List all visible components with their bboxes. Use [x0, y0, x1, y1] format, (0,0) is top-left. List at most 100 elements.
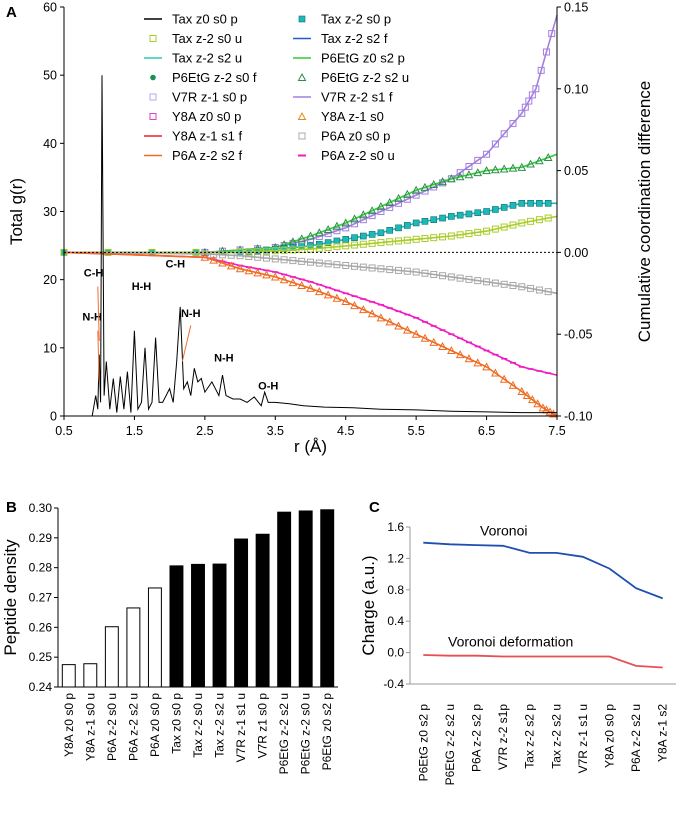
- panel-b-letter: B: [6, 499, 17, 516]
- legend-label: Y8A z-1 s1 f: [172, 129, 242, 144]
- ccd-point: [518, 109, 526, 117]
- c-y-tick-label: 1.2: [387, 551, 404, 565]
- ccd-point: [377, 239, 385, 247]
- ccd-series-line: [64, 153, 558, 254]
- ccd-point: [351, 234, 358, 241]
- ccd-point: [548, 30, 556, 38]
- ccd-point: [474, 156, 482, 164]
- gr-series-group: [64, 75, 557, 417]
- ccd-point: [341, 218, 351, 227]
- ccd-point: [521, 103, 529, 111]
- ccd-point: [332, 293, 342, 302]
- ccd-point: [420, 182, 430, 191]
- ccd-point: [307, 258, 314, 266]
- ccd-point: [289, 257, 297, 265]
- ccd-point: [200, 252, 210, 261]
- panel-c: C -0.4 0.0 0.4 0.8 1.2 1.6 Voronoi Voronoi defo…: [359, 499, 676, 785]
- legend-label: V7R z-1 s0 p: [172, 90, 247, 105]
- ccd-point: [491, 165, 500, 174]
- x-tick-label: 3.5: [267, 424, 284, 438]
- ccd-point: [297, 280, 307, 290]
- b-category-label: P6A z-2 s0 u: [105, 693, 119, 761]
- c-category-label: V7R z-1 s1 u: [576, 704, 590, 773]
- density-bar: [147, 587, 162, 688]
- ccd-point: [394, 321, 403, 330]
- ccd-point: [429, 337, 439, 346]
- peak-label: N-H: [214, 352, 234, 364]
- ccd-point: [306, 283, 315, 292]
- c-category-label: P6EtG z0 s2 p: [416, 704, 430, 782]
- ccd-point: [500, 204, 508, 211]
- ccd-point: [483, 208, 490, 215]
- ccd-point: [483, 227, 491, 235]
- ccd-point: [420, 333, 430, 342]
- ccd-point: [474, 228, 482, 236]
- ccd-point: [439, 272, 447, 280]
- ccd-point: [306, 231, 315, 240]
- ccd-point: [341, 296, 351, 305]
- ccd-point: [395, 199, 403, 207]
- ccd-point: [253, 268, 263, 277]
- ccd-point: [279, 275, 289, 284]
- ccd-point: [385, 317, 395, 326]
- ccd-point: [500, 280, 508, 288]
- ccd-point: [411, 329, 421, 338]
- b-category-label: Y8A z-1 s0 u: [83, 693, 97, 761]
- ccd-point: [456, 211, 464, 219]
- b-category-label: Tax z-2 s0 u: [191, 693, 205, 758]
- ccd-point: [509, 120, 517, 128]
- charge-series-line: [423, 654, 663, 669]
- ccd-point: [395, 224, 402, 232]
- legend-swatch: [297, 72, 307, 81]
- ccd-point: [500, 130, 508, 138]
- ccd-point: [333, 227, 341, 235]
- b-category-label: P6EtG z-2 s2 u: [277, 693, 291, 774]
- ccd-point: [447, 273, 455, 281]
- ccd-point: [350, 301, 359, 310]
- charge-series-line: [423, 541, 664, 600]
- legend-label: V7R z-2 s1 f: [321, 90, 393, 105]
- ccd-point: [509, 282, 517, 290]
- ccd-point: [518, 219, 526, 227]
- y-right-tick-label: 0.10: [564, 82, 588, 96]
- ccd-point: [254, 253, 262, 261]
- charge-line-chart: -0.4 0.0 0.4 0.8 1.2 1.6 Voronoi Voronoi deform…: [359, 520, 676, 785]
- y-right-axis-title: Cumulative coordination difference: [635, 81, 654, 342]
- ccd-point: [448, 213, 455, 220]
- legend-label: Tax z-2 s0 p: [321, 12, 391, 27]
- c-category-label: Tax z-2 s2 u: [549, 704, 563, 769]
- ccd-point: [421, 269, 429, 277]
- legend-label: P6EtG z-2 s2 u: [321, 70, 409, 85]
- ccd-point: [482, 362, 491, 371]
- ccd-point: [403, 236, 411, 244]
- b-y-tick-label: 0.29: [29, 531, 53, 545]
- panel-a: A 0.5 1.5 2.5 3.5 4.5 5.5 6.5 7.5 0 10 20 30 40 50 60 -…: [6, 1, 654, 457]
- x-tick-label: 2.5: [196, 424, 213, 438]
- legend-label: Tax z0 s0 p: [172, 12, 238, 27]
- ccd-point: [412, 235, 420, 243]
- x-axis-title: r (Å): [294, 437, 327, 456]
- ccd-point: [412, 268, 420, 276]
- ccd-point: [316, 240, 323, 248]
- y-right-tick-label: 0.15: [564, 1, 588, 15]
- c-category-label: Tax z-2 s2 p: [523, 704, 537, 769]
- ccd-point: [522, 390, 532, 400]
- ccd-point: [430, 216, 438, 223]
- ccd-point: [262, 254, 270, 262]
- ccd-point: [368, 239, 376, 247]
- legend-swatch: [149, 35, 157, 42]
- ccd-point: [289, 246, 297, 254]
- ccd-point: [307, 245, 314, 253]
- peptide-density-bar-chart: 0.24 0.25 0.26 0.27 0.28 0.29 0.30 Y8A z0 s0 p Y…: [1, 501, 338, 774]
- ccd-point: [447, 174, 456, 183]
- ccd-point: [549, 409, 558, 418]
- ccd-point: [528, 395, 537, 404]
- ccd-point: [465, 275, 473, 283]
- ccd-point: [474, 209, 482, 217]
- ccd-point: [508, 163, 518, 172]
- ccd-point: [527, 217, 535, 225]
- b-category-label: Y8A z0 s0 p: [62, 693, 76, 757]
- ccd-point: [536, 200, 543, 207]
- ccd-point: [403, 195, 411, 203]
